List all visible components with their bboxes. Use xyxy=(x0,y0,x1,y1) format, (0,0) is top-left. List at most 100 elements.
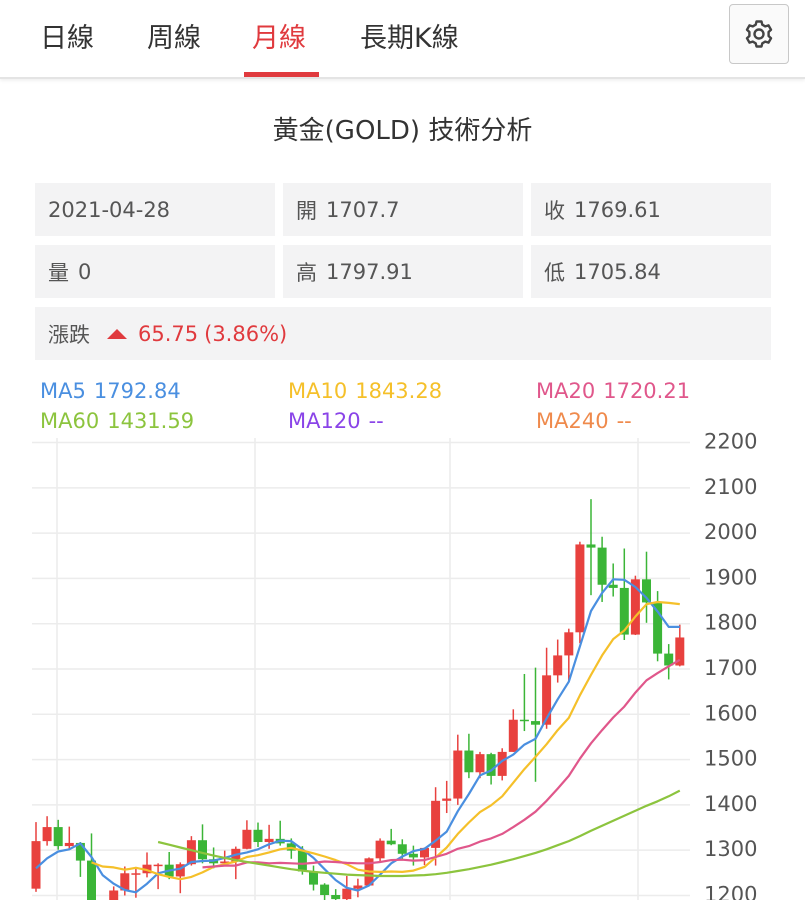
legend-value: 1431.59 xyxy=(107,409,194,433)
y-tick-label: 2000 xyxy=(704,520,757,544)
candle-body xyxy=(542,675,552,725)
candle-body xyxy=(175,864,185,877)
info-cell: 量 0 xyxy=(35,245,275,298)
candle-body xyxy=(198,840,207,860)
legend-name: MA240 xyxy=(536,409,609,433)
candle-body xyxy=(464,750,474,773)
change: 65.75 xyxy=(138,321,199,346)
y-tick-label: 1900 xyxy=(704,565,757,589)
candle-body xyxy=(420,847,429,858)
candle-body xyxy=(386,840,396,845)
candle-body xyxy=(186,840,196,865)
candle-body xyxy=(31,841,41,889)
y-tick-label: 1700 xyxy=(704,656,757,680)
gear-icon xyxy=(745,20,773,48)
candle-body xyxy=(664,653,674,666)
candle-body xyxy=(486,754,496,776)
candle-body xyxy=(642,579,651,603)
candle-body xyxy=(630,579,640,635)
info-cell: 開 1707.7 xyxy=(283,183,523,236)
y-tick-label: 1600 xyxy=(704,701,757,725)
candle-body xyxy=(564,632,574,656)
legend: MA5 1792.84 MA10 1843.28 MA20 1720.21 MA60 1431… xyxy=(40,379,690,433)
tab-underline xyxy=(244,72,319,77)
date: 2021-04-28 xyxy=(48,197,171,222)
legend-name: MA10 xyxy=(288,379,347,403)
candle-body xyxy=(220,861,230,864)
candle-body xyxy=(120,873,130,891)
legend-value: 1843.28 xyxy=(355,379,442,403)
page-title: 黃金(GOLD) 技術分析 xyxy=(272,116,533,146)
candle-body xyxy=(586,544,596,548)
candle-body xyxy=(342,888,352,900)
legend-name: MA120 xyxy=(288,409,361,433)
candle-body xyxy=(131,873,141,875)
candle-body xyxy=(297,850,307,872)
candle-body xyxy=(675,637,685,666)
y-tick-label: 1300 xyxy=(704,837,757,861)
candle-body xyxy=(519,719,529,722)
ma-line xyxy=(35,578,680,894)
value: 1797.91 xyxy=(326,259,413,284)
candle-body xyxy=(653,602,663,654)
candle-body xyxy=(253,829,263,843)
candle-body xyxy=(531,721,540,725)
candle-body xyxy=(397,844,407,854)
info-cell: 高 1797.91 xyxy=(283,245,523,298)
tab[interactable]: 長期K線 xyxy=(360,23,459,54)
candle-body xyxy=(42,827,52,842)
info-cell: 2021-04-28 xyxy=(35,183,275,236)
candle-body xyxy=(608,584,618,588)
candle-body xyxy=(408,853,418,858)
candle-body xyxy=(575,544,585,633)
label: 漲跌 xyxy=(48,322,90,347)
candle-body xyxy=(331,895,341,900)
value: 1705.84 xyxy=(574,259,661,284)
legend-name: MA5 xyxy=(40,379,86,403)
candle-body xyxy=(431,800,441,848)
ma-line xyxy=(91,600,680,881)
grid: 1200 1300 1400 1500 1600 1700 1800 1900 2000 2100… xyxy=(32,430,757,900)
candle-body xyxy=(264,838,274,843)
y-tick-label: 1500 xyxy=(704,747,757,771)
settings-button[interactable] xyxy=(729,4,789,64)
candle-body xyxy=(309,871,318,885)
legend-name: MA60 xyxy=(40,409,99,433)
legend-value: 1792.84 xyxy=(94,379,181,403)
y-tick-label: 2100 xyxy=(704,475,757,499)
ma-line xyxy=(157,789,681,878)
candle-body xyxy=(109,890,119,900)
label: 高 xyxy=(296,260,317,285)
tab[interactable]: 日線 xyxy=(40,23,94,54)
candle-body xyxy=(320,884,330,896)
change-percent: (3.86%) xyxy=(204,321,288,346)
tab-bar: 日線 周線 月線 長期K線 xyxy=(0,0,805,79)
y-tick-label: 2200 xyxy=(704,430,757,454)
tab[interactable]: 周線 xyxy=(147,23,201,54)
label: 低 xyxy=(544,260,565,285)
candle-body xyxy=(75,842,85,861)
y-tick-label: 1400 xyxy=(704,792,757,816)
candle-body xyxy=(497,751,507,776)
candle-body xyxy=(153,864,163,867)
candle-body xyxy=(508,719,518,752)
tab[interactable]: 月線 xyxy=(252,23,306,54)
candle-body xyxy=(64,842,74,847)
label: 收 xyxy=(544,198,565,223)
candle-body xyxy=(442,798,452,801)
up-arrow xyxy=(107,328,127,339)
legend-value: -- xyxy=(617,409,632,433)
label: 量 xyxy=(48,260,69,285)
ma-line xyxy=(202,658,681,869)
candle-body xyxy=(53,827,63,847)
candle-body xyxy=(375,840,385,859)
candle-body xyxy=(142,864,152,874)
y-tick-label: 1200 xyxy=(704,882,757,900)
candle-body xyxy=(597,547,607,585)
value: 1707.7 xyxy=(326,197,400,222)
value: 0 xyxy=(78,259,92,284)
legend-value: -- xyxy=(369,409,384,433)
info-cell: 漲跌 65.75 (3.86%) xyxy=(35,307,771,360)
info-cell: 低 1705.84 xyxy=(531,245,771,298)
